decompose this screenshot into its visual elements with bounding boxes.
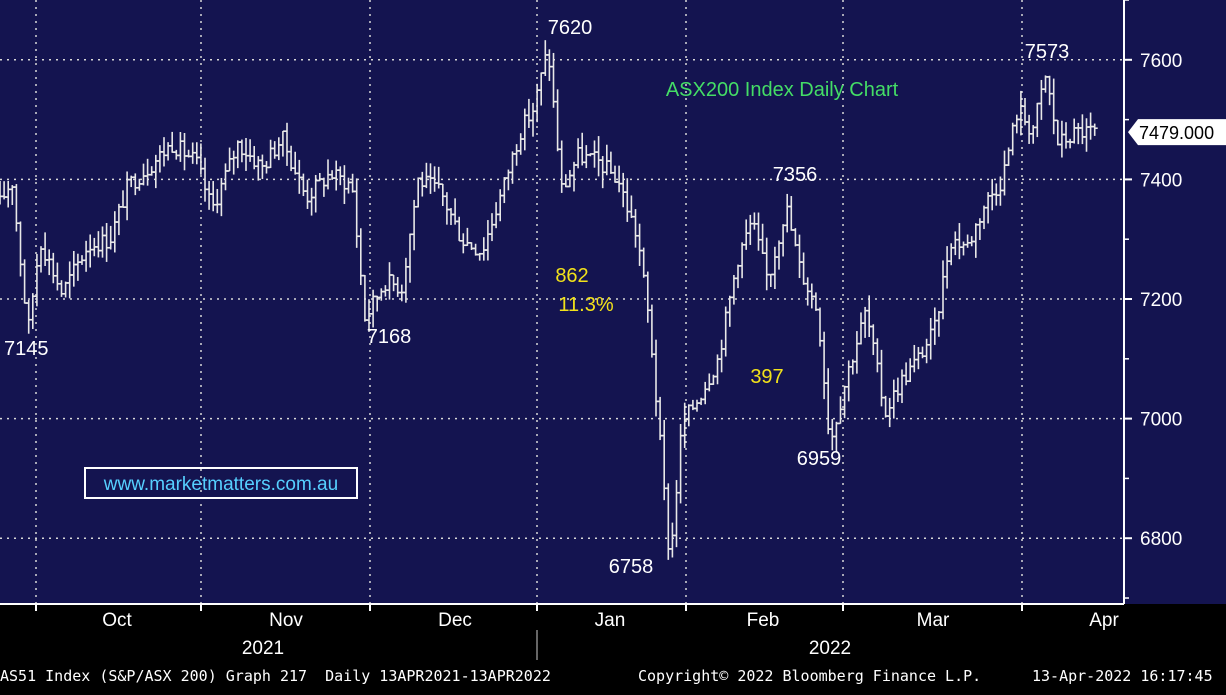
price-bars bbox=[0, 40, 1098, 560]
footer-left: AS51 Index (S&P/ASX 200) Graph 217 Daily… bbox=[0, 667, 551, 685]
x-year-label-2022: 2022 bbox=[809, 638, 851, 659]
annotation-7356: 7356 bbox=[773, 164, 818, 186]
footer-bar: AS51 Index (S&P/ASX 200) Graph 217 Daily… bbox=[0, 664, 1226, 690]
last-price-label: 7479.000 bbox=[1139, 123, 1214, 143]
y-tick-label-6800: 6800 bbox=[1140, 529, 1182, 550]
x-month-label-dec: Dec bbox=[438, 610, 472, 631]
x-month-label-oct: Oct bbox=[102, 610, 132, 631]
annotation-397: 397 bbox=[750, 366, 783, 388]
y-tick-label-7000: 7000 bbox=[1140, 410, 1182, 431]
x-month-label-nov: Nov bbox=[269, 610, 303, 631]
watermark-box[interactable]: www.marketmatters.com.au bbox=[84, 467, 358, 499]
axes: 6800 7000 7200 7400 7600 Oct Nov Dec Jan Feb Mar Ap… bbox=[0, 0, 1182, 660]
x-month-label-mar: Mar bbox=[917, 610, 950, 631]
annotation-7168: 7168 bbox=[367, 326, 412, 348]
annotation-11.3pct: 11.3% bbox=[558, 294, 613, 316]
x-month-label-jan: Jan bbox=[595, 610, 626, 631]
annotation-7145: 7145 bbox=[4, 338, 49, 360]
y-tick-label-7600: 7600 bbox=[1140, 51, 1182, 72]
x-month-label-apr: Apr bbox=[1089, 610, 1119, 631]
chart-labels: 7620 7573 7356 7145 7168 6959 6758 862 11.3% 397 bbox=[4, 17, 1069, 578]
footer-middle: Copyright© 2022 Bloomberg Finance L.P. bbox=[638, 667, 982, 685]
footer-right: 13-Apr-2022 16:17:45 bbox=[1032, 667, 1213, 685]
annotation-862: 862 bbox=[555, 265, 588, 287]
x-year-label-2021: 2021 bbox=[242, 638, 284, 659]
annotation-6758: 6758 bbox=[609, 556, 654, 578]
last-price-tag: 7479.000 bbox=[1128, 119, 1226, 146]
y-tick-label-7200: 7200 bbox=[1140, 290, 1182, 311]
y-tick-label-7400: 7400 bbox=[1140, 170, 1182, 191]
chart-title: ASX200 Index Daily Chart bbox=[666, 79, 899, 101]
annotation-7620: 7620 bbox=[548, 17, 593, 39]
watermark-link[interactable]: www.marketmatters.com.au bbox=[103, 474, 338, 495]
x-month-label-feb: Feb bbox=[747, 610, 780, 631]
annotation-6959: 6959 bbox=[797, 448, 842, 470]
annotation-7573: 7573 bbox=[1025, 41, 1070, 63]
price-bar bbox=[1091, 123, 1098, 136]
